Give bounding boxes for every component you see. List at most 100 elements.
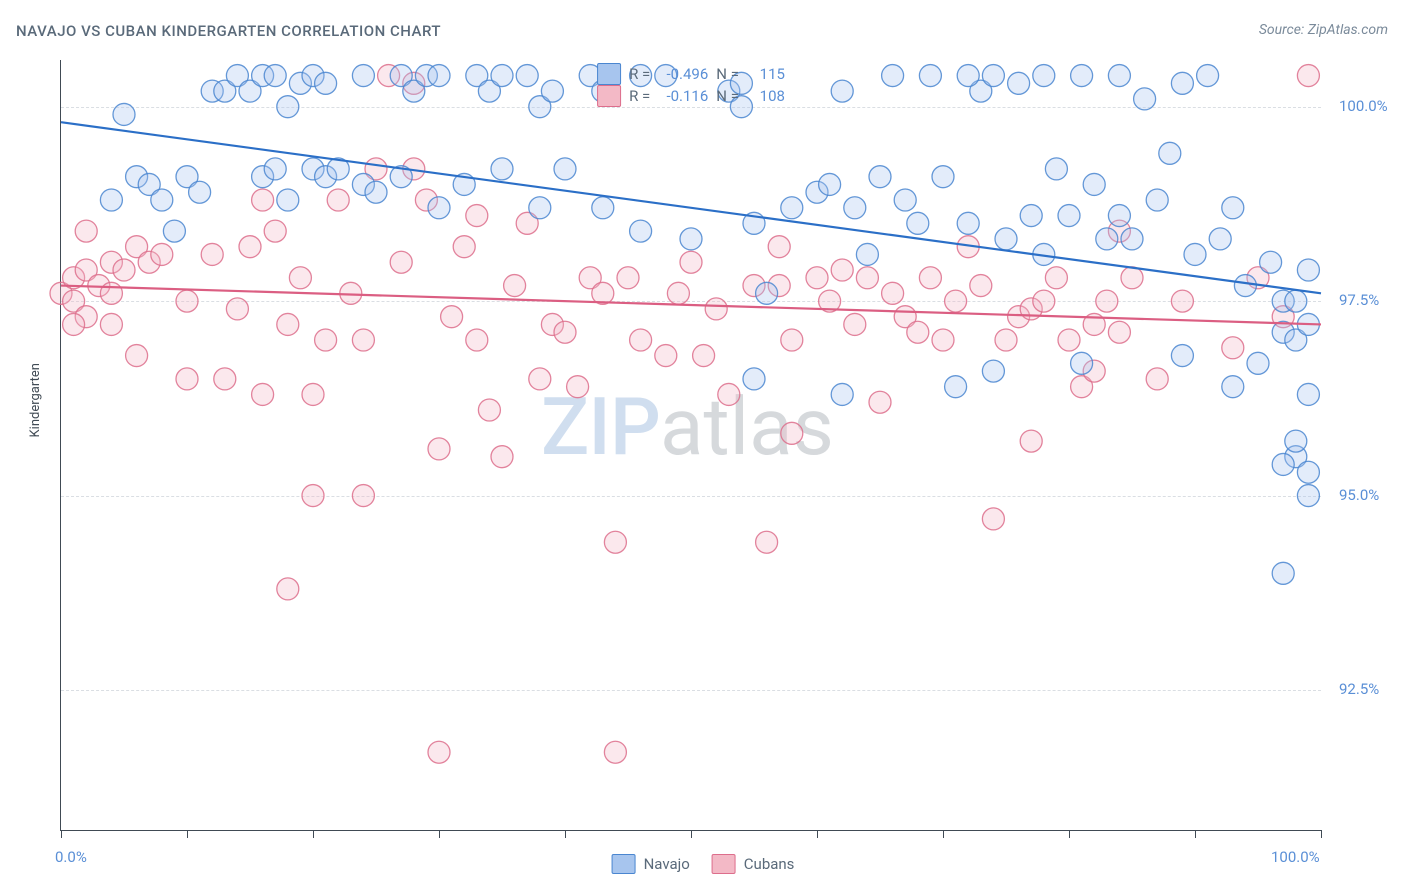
navajo-N-value: 115 [747, 65, 785, 83]
cubans-point [226, 298, 248, 320]
cubans-point [1297, 65, 1319, 87]
navajo-point [1033, 65, 1055, 87]
navajo-point [1071, 65, 1093, 87]
cubans-point [693, 345, 715, 367]
cubans-point [604, 741, 626, 763]
chart-title: NAVAJO VS CUBAN KINDERGARTEN CORRELATION… [16, 22, 441, 40]
cubans-point [100, 282, 122, 304]
y-tick-label: 100.0% [1339, 97, 1388, 115]
navajo-point [277, 189, 299, 211]
navajo-point [1058, 205, 1080, 227]
cubans-point [1020, 430, 1042, 452]
x-tick-label: 100.0% [1271, 848, 1320, 866]
navajo-point [1247, 352, 1269, 374]
navajo-point [365, 181, 387, 203]
navajo-point [932, 166, 954, 188]
cubans-point [75, 220, 97, 242]
cubans-point [945, 290, 967, 312]
cubans-point [781, 329, 803, 351]
y-tick-label: 92.5% [1339, 680, 1379, 698]
navajo-point [756, 282, 778, 304]
navajo-point [1234, 275, 1256, 297]
cubans-point [176, 290, 198, 312]
navajo-point [163, 220, 185, 242]
navajo-point [869, 166, 891, 188]
navajo-point [1071, 352, 1093, 374]
cubans-point [214, 368, 236, 390]
navajo-swatch-icon [597, 63, 621, 85]
navajo-point [1297, 259, 1319, 281]
cubans-point [428, 741, 450, 763]
navajo-point [1108, 65, 1130, 87]
navajo-legend-label: Navajo [644, 855, 690, 873]
navajo-point [592, 197, 614, 219]
cubans-point [1108, 321, 1130, 343]
navajo-point [819, 173, 841, 195]
cubans-point [718, 383, 740, 405]
navajo-point [1184, 243, 1206, 265]
source-credit: Source: ZipAtlas.com [1259, 22, 1388, 38]
source-name: ZipAtlas.com [1308, 22, 1388, 38]
cubans-point [705, 298, 727, 320]
cubans-point [907, 321, 929, 343]
navajo-point [1108, 205, 1130, 227]
cubans-point [844, 313, 866, 335]
N-label: N = [716, 87, 739, 105]
navajo-point [1008, 72, 1030, 94]
navajo-point [982, 360, 1004, 382]
x-tick [943, 830, 944, 838]
navajo-point [894, 189, 916, 211]
cubans-point [466, 329, 488, 351]
navajo-point [957, 65, 979, 87]
cubans-point [264, 220, 286, 242]
cubans-point [882, 282, 904, 304]
cubans-point [63, 313, 85, 335]
navajo-point [831, 383, 853, 405]
cubans-legend-label: Cubans [744, 855, 795, 873]
navajo-point [856, 243, 878, 265]
stats-row-navajo: R = -0.496 N = 115 [597, 63, 785, 85]
navajo-swatch-icon [612, 854, 636, 874]
cubans-point [995, 329, 1017, 351]
cubans-point [604, 531, 626, 553]
cubans-swatch-icon [712, 854, 736, 874]
navajo-point [1222, 197, 1244, 219]
cubans-point [680, 251, 702, 273]
cubans-point [919, 267, 941, 289]
navajo-point [1045, 158, 1067, 180]
cubans-point [756, 531, 778, 553]
cubans-point [151, 243, 173, 265]
cubans-trend-line [61, 286, 1321, 325]
cubans-point [302, 485, 324, 507]
cubans-N-value: 108 [747, 87, 785, 105]
navajo-R-value: -0.496 [658, 65, 708, 83]
y-tick-label: 95.0% [1339, 486, 1379, 504]
cubans-point [428, 438, 450, 460]
navajo-point [1297, 383, 1319, 405]
cubans-point [289, 267, 311, 289]
x-tick [439, 830, 440, 838]
cubans-point [806, 267, 828, 289]
navajo-point [1171, 345, 1193, 367]
navajo-point [882, 65, 904, 87]
cubans-point [554, 321, 576, 343]
navajo-point [995, 228, 1017, 250]
navajo-point [743, 368, 765, 390]
cubans-point [441, 306, 463, 328]
navajo-point [1121, 228, 1143, 250]
navajo-point [1134, 88, 1156, 110]
cubans-point [970, 275, 992, 297]
cubans-point [126, 345, 148, 367]
navajo-point [264, 65, 286, 87]
cubans-point [982, 508, 1004, 530]
navajo-point [428, 65, 450, 87]
navajo-point [1209, 228, 1231, 250]
cubans-point [252, 189, 274, 211]
navajo-point [1020, 205, 1042, 227]
navajo-point [1260, 251, 1282, 273]
navajo-point [907, 212, 929, 234]
cubans-point [617, 267, 639, 289]
y-axis-label: Kindergarten [28, 363, 43, 437]
navajo-point [1297, 461, 1319, 483]
cubans-point [529, 368, 551, 390]
